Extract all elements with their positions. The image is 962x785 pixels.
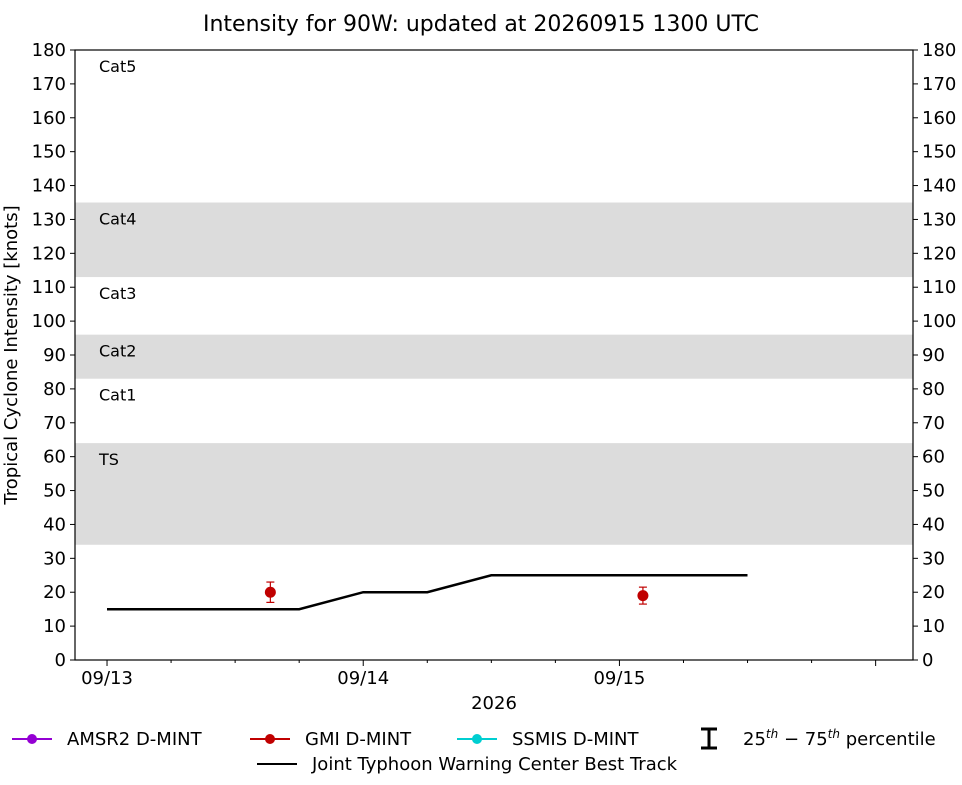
y-tick-label: 40 [43, 514, 66, 535]
y-tick-label: 10 [43, 616, 66, 637]
band-label-cat3: Cat3 [99, 284, 136, 303]
band-label-cat1: Cat1 [99, 386, 136, 405]
x-tick-label: 09/15 [593, 668, 645, 689]
y-tick-label: 110 [32, 277, 66, 298]
legend: AMSR2 D-MINT GMI D-MINT SSMIS D-MINT 25th −… [12, 727, 936, 775]
y-tick-label: 70 [43, 413, 66, 434]
best-track-line [107, 574, 748, 611]
y-tick-label: 0 [55, 650, 66, 671]
y-tick-label: 80 [43, 379, 66, 400]
y-tick-label: 60 [43, 447, 66, 468]
y-tick-label-right: 180 [922, 40, 956, 61]
x-axis-label: 2026 [471, 693, 517, 714]
y-axis-left: 0 10 20 30 40 50 60 70 80 90 100 110 120 130 140 150 160… [32, 40, 75, 671]
y-tick-label: 120 [32, 243, 66, 264]
x-tick-label: 09/14 [337, 668, 389, 689]
x-axis: 09/13 09/14 09/15 [81, 660, 877, 689]
y-tick-label: 20 [43, 582, 66, 603]
legend-label: GMI D-MINT [305, 729, 412, 750]
band-cat2 [75, 334, 913, 379]
data-point [637, 590, 649, 602]
legend-label: AMSR2 D-MINT [67, 729, 203, 750]
y-tick-label-right: 60 [922, 447, 945, 468]
band-label-cat4: Cat4 [99, 210, 136, 229]
y-tick-label: 130 [32, 209, 66, 230]
y-tick-label: 160 [32, 108, 66, 129]
y-tick-label-right: 150 [922, 142, 956, 163]
y-tick-label-right: 120 [922, 243, 956, 264]
y-tick-label: 140 [32, 176, 66, 197]
y-tick-label-right: 100 [922, 311, 956, 332]
y-tick-label-right: 0 [922, 650, 933, 671]
y-tick-label-right: 10 [922, 616, 945, 637]
y-tick-label-right: 130 [922, 209, 956, 230]
legend-text-part: 75 [805, 729, 828, 750]
y-tick-label-right: 160 [922, 108, 956, 129]
category-labels: TS Cat1 Cat2 Cat3 Cat4 Cat5 [98, 57, 136, 469]
band-label-cat2: Cat2 [99, 342, 136, 361]
gmi-point-group [637, 586, 649, 605]
y-tick-label: 180 [32, 40, 66, 61]
x-tick-label: 09/13 [81, 668, 133, 689]
band-cat4 [75, 202, 913, 278]
legend-label: Joint Typhoon Warning Center Best Track [311, 754, 678, 775]
y-tick-label: 170 [32, 74, 66, 95]
y-tick-label: 50 [43, 481, 66, 502]
y-tick-label-right: 110 [922, 277, 956, 298]
y-tick-label-right: 90 [922, 345, 945, 366]
y-tick-label: 90 [43, 345, 66, 366]
gmi-point-group [264, 581, 276, 603]
legend-marker [265, 734, 275, 744]
legend-text-part: − [778, 729, 805, 750]
y-tick-label-right: 30 [922, 548, 945, 569]
band-label-ts: TS [98, 450, 119, 469]
y-tick-label: 100 [32, 311, 66, 332]
data-point [264, 586, 276, 598]
legend-superscript: th [766, 727, 778, 741]
y-tick-label-right: 70 [922, 413, 945, 434]
y-axis-label: Tropical Cyclone Intensity [knots] [1, 205, 22, 505]
legend-text-part: 25 [743, 729, 766, 750]
y-tick-label-right: 50 [922, 481, 945, 502]
chart-title: Intensity for 90W: updated at 20260915 1… [203, 12, 759, 37]
legend-marker [27, 734, 37, 744]
y-axis-right: 0 10 20 30 40 50 60 70 80 90 100 110 120 130 140 150 160… [913, 40, 956, 671]
legend-marker [472, 734, 482, 744]
category-bands [75, 202, 913, 545]
y-tick-label-right: 170 [922, 74, 956, 95]
y-tick-label: 150 [32, 142, 66, 163]
y-tick-label-right: 20 [922, 582, 945, 603]
y-tick-label-right: 140 [922, 176, 956, 197]
legend-label: SSMIS D-MINT [512, 729, 639, 750]
legend-superscript: th [828, 727, 840, 741]
band-ts [75, 443, 913, 545]
y-tick-label-right: 80 [922, 379, 945, 400]
y-tick-label-right: 40 [922, 514, 945, 535]
band-label-cat5: Cat5 [99, 57, 136, 76]
y-tick-label: 30 [43, 548, 66, 569]
series-layer [107, 574, 748, 611]
legend-text-part: percentile [840, 729, 936, 750]
legend-percentile-label: 25th − 75th percentile [743, 727, 936, 750]
